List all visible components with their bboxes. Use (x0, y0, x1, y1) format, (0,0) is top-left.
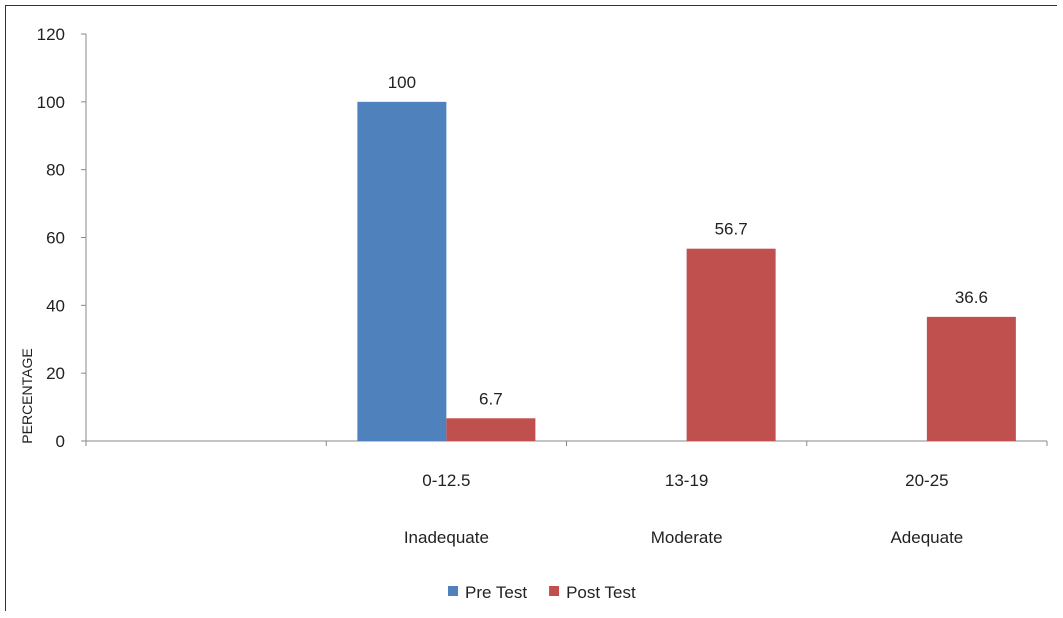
legend-label: Post Test (566, 583, 636, 602)
data-label: 36.6 (955, 288, 988, 307)
y-tick-label: 20 (46, 364, 65, 383)
x-tick-label: 20-25 (905, 471, 948, 490)
y-tick-label: 100 (37, 93, 65, 112)
legend-swatch (549, 586, 560, 596)
axes: 0 20 40 60 80 100 120 PERCENTAGE (19, 25, 1048, 451)
data-label: 56.7 (715, 220, 748, 239)
y-tick-label: 80 (46, 161, 65, 180)
x-tick-label: 0-12.5 (422, 471, 470, 490)
y-tick-label: 60 (46, 229, 65, 248)
data-label: 100 (388, 73, 416, 92)
y-tick-label: 0 (56, 432, 65, 451)
bar (686, 248, 776, 441)
y-tick-label: 120 (37, 25, 65, 44)
x-group-label: Adequate (890, 528, 963, 547)
x-tick-label: 13-19 (665, 471, 708, 490)
bars (357, 101, 1016, 441)
x-group-label: Moderate (651, 528, 723, 547)
bar (926, 316, 1016, 441)
data-label: 6.7 (479, 389, 503, 408)
x-group-label: Inadequate (404, 528, 489, 547)
legend: Pre Test Post Test (448, 583, 636, 602)
y-tick-label: 40 (46, 296, 65, 315)
y-axis-title: PERCENTAGE (19, 348, 35, 443)
legend-swatch (448, 586, 458, 596)
labels: 0-12.5 Inadequate 13-19 Moderate 20-25 Adequa… (388, 73, 988, 547)
chart-frame (5, 5, 1057, 611)
legend-label: Pre Test (465, 583, 527, 602)
bar (357, 101, 447, 441)
bar (446, 418, 536, 441)
